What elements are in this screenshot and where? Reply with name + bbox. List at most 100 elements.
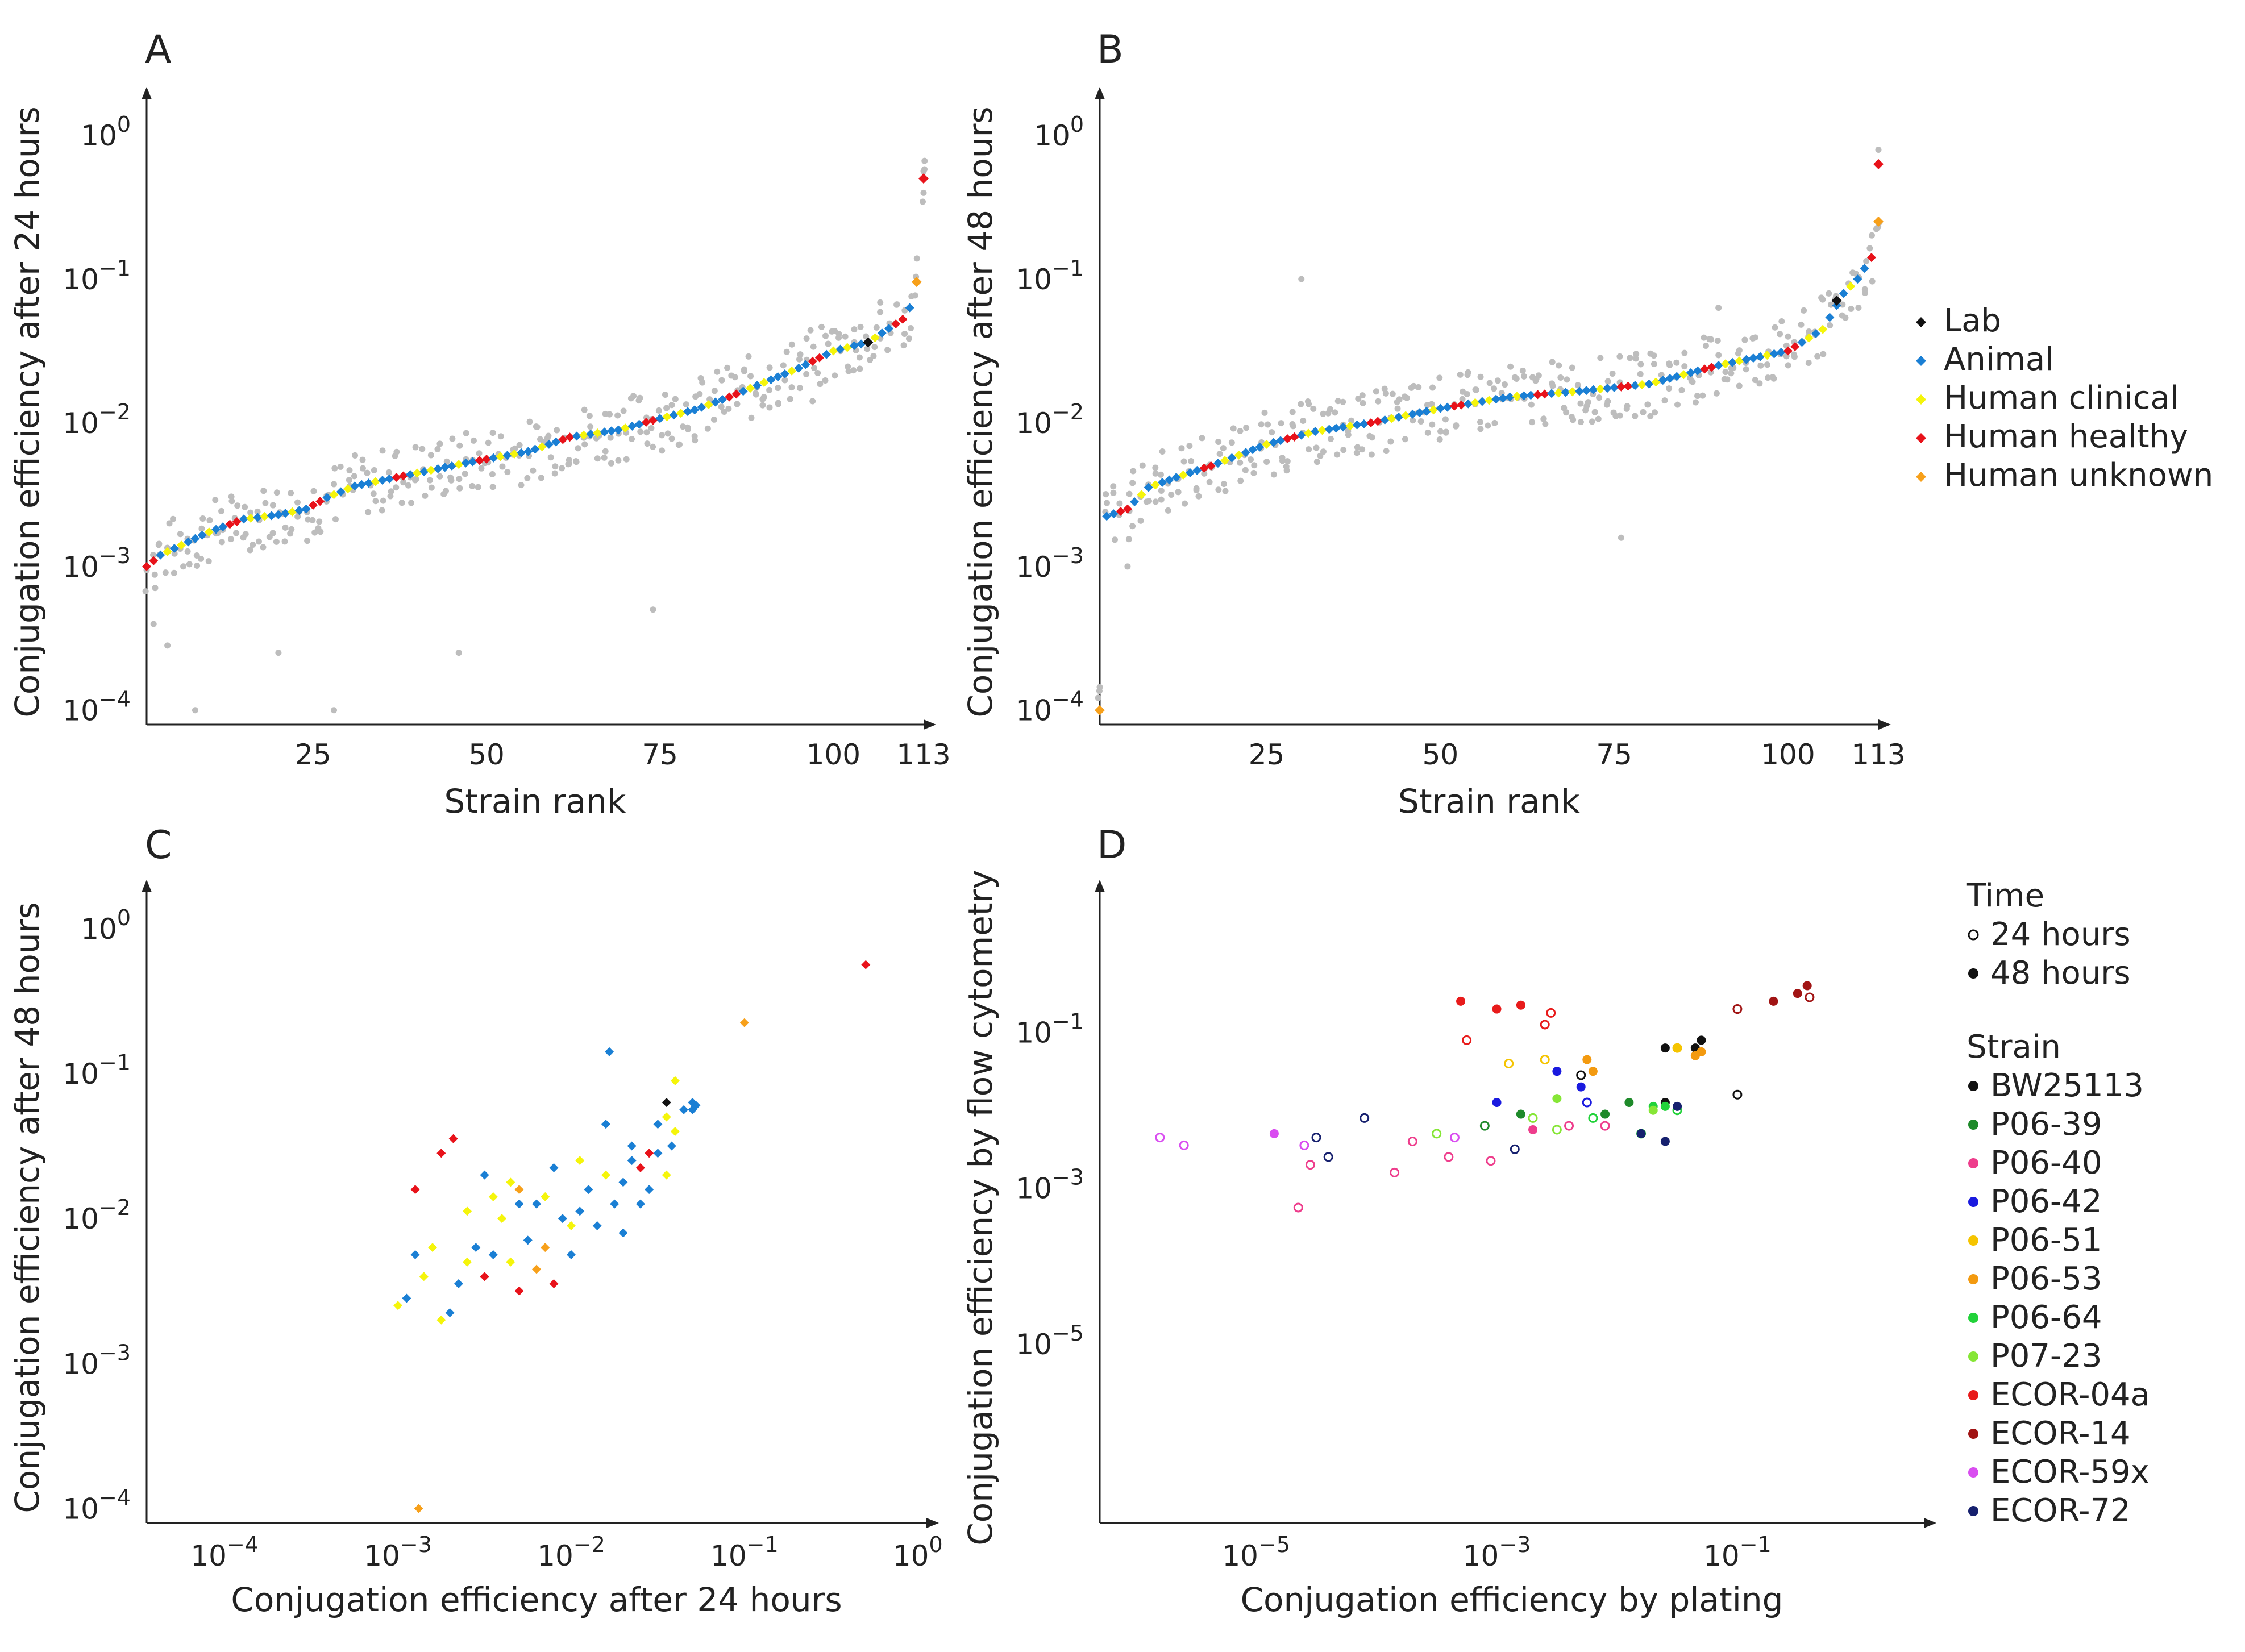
strain-point [1866, 253, 1876, 263]
replicate-point [1394, 399, 1400, 406]
strain-point [1220, 456, 1230, 465]
scatter-point [1576, 1082, 1586, 1092]
scatter-point [436, 1315, 446, 1325]
replicate-point [462, 471, 468, 477]
strain-point [1470, 398, 1480, 407]
legend-swatch [1968, 1313, 1978, 1323]
y-tick-label: 10−4 [1016, 687, 1084, 727]
replicate-point [337, 463, 344, 470]
strain-point [787, 366, 797, 376]
strain-point [1324, 425, 1334, 434]
y-axis-label: Conjugation efficiency by flow cytometry [961, 869, 1000, 1545]
strain-point [634, 419, 644, 429]
replicate-point [489, 430, 496, 436]
legend-label: ECOR-14 [1990, 1415, 2131, 1452]
replicate-point [254, 508, 261, 515]
replicate-point [1801, 307, 1807, 314]
legend-label: 24 hours [1990, 916, 2131, 953]
replicate-point [449, 435, 456, 442]
replicate-point [266, 534, 273, 540]
x-tick-label: 10−1 [1703, 1532, 1772, 1572]
strain-point [315, 497, 325, 506]
strain-point [1345, 421, 1355, 431]
scatter-point [1486, 1156, 1496, 1166]
replicate-point [1178, 445, 1185, 452]
replicate-point [1137, 517, 1144, 524]
scatter-point [627, 1141, 637, 1151]
replicate-point [1633, 351, 1640, 357]
replicate-point [573, 459, 580, 465]
scatter-point [584, 1185, 593, 1195]
replicate-point [1842, 314, 1849, 321]
scatter-point [1516, 1109, 1525, 1119]
strain-point [343, 484, 352, 494]
replicate-point [1651, 361, 1657, 368]
replicate-point [1604, 398, 1611, 405]
replicate-point [1389, 390, 1396, 397]
strain-point [683, 407, 693, 417]
strain-point [613, 425, 623, 435]
y-axis-arrow [1095, 880, 1105, 892]
legend-label: P06-39 [1990, 1106, 2102, 1143]
replicate-point [1306, 446, 1312, 453]
strain-point [1783, 346, 1793, 356]
strain-point [1498, 393, 1508, 403]
legend-swatch [1916, 317, 1926, 327]
replicate-point [198, 555, 205, 562]
replicate-point [1644, 401, 1651, 408]
x-tick-label: 50 [468, 738, 505, 771]
replicate-point [199, 515, 206, 522]
strain-point [350, 481, 360, 491]
replicate-point [1855, 304, 1862, 311]
replicate-point [379, 507, 385, 514]
replicate-point [1528, 401, 1535, 408]
replicate-point [775, 401, 781, 407]
replicate-point [192, 707, 198, 714]
replicate-point [1868, 232, 1875, 239]
strain-point [551, 437, 561, 447]
strain-point [482, 455, 492, 464]
replicate-point [920, 189, 927, 196]
y-axis-arrow [1095, 87, 1105, 99]
replicate-point [1394, 405, 1401, 412]
replicate-point [1863, 258, 1870, 265]
strain-point [1150, 480, 1160, 490]
replicate-point [1491, 385, 1498, 392]
replicate-point [877, 299, 884, 306]
strain-point [586, 429, 596, 439]
strain-point [336, 487, 346, 497]
strain-point [1825, 313, 1835, 322]
scatter-point [1673, 1101, 1682, 1111]
strain-point [419, 467, 429, 476]
replicate-point [1791, 353, 1798, 360]
scatter-point [739, 1018, 749, 1027]
x-tick-label: 10−3 [364, 1532, 432, 1572]
strain-point [842, 343, 852, 352]
scatter-point [558, 1214, 567, 1224]
replicate-point [489, 484, 496, 490]
replicate-point [1596, 394, 1603, 401]
replicate-point [1777, 331, 1783, 338]
replicate-point [1778, 318, 1785, 325]
replicate-point [1369, 434, 1375, 441]
replicate-point [365, 509, 372, 515]
scatter-point [488, 1250, 498, 1259]
strain-point [273, 510, 283, 519]
replicate-point [554, 427, 560, 434]
legend-swatch [1968, 1274, 1978, 1284]
replicate-point [1681, 349, 1688, 356]
scatter-point [1690, 1051, 1700, 1060]
legend-label: P06-51 [1990, 1222, 2102, 1259]
replicate-point [907, 325, 914, 332]
replicate-point [718, 377, 725, 384]
x-tick-label: 25 [1249, 738, 1285, 771]
replicate-point [150, 552, 157, 559]
strain-point [1186, 468, 1195, 477]
replicate-point [1624, 403, 1631, 410]
strain-point [1178, 471, 1188, 480]
replicate-point [1743, 366, 1749, 373]
scatter-point [454, 1279, 463, 1288]
replicate-point [1152, 464, 1159, 471]
replicate-point [331, 481, 338, 488]
strain-point [1686, 368, 1695, 377]
